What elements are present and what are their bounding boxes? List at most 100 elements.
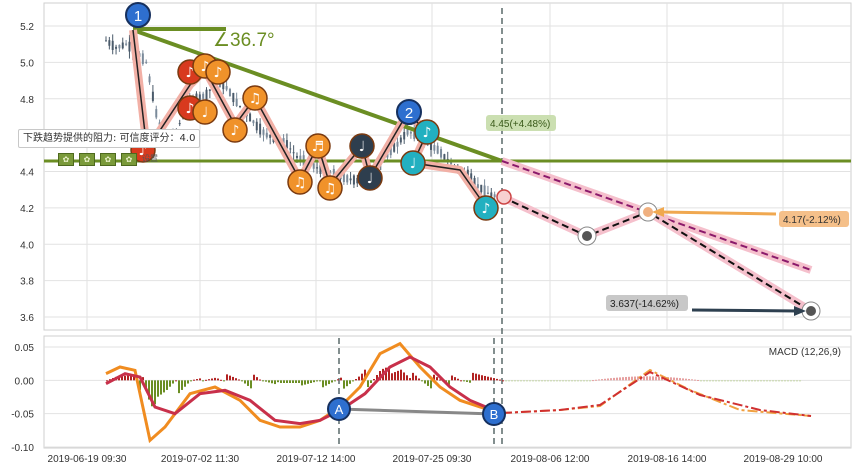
note-marker[interactable] bbox=[317, 175, 343, 201]
candle-body bbox=[265, 132, 268, 138]
macd-histogram-bar bbox=[481, 375, 483, 381]
candle-body bbox=[228, 89, 231, 97]
signal-tool-icon[interactable]: ✿ bbox=[121, 153, 137, 166]
main-y-tick-label: 3.8 bbox=[20, 277, 34, 288]
macd-histogram-bar bbox=[331, 380, 333, 383]
note-marker[interactable] bbox=[414, 119, 440, 145]
note-marker[interactable] bbox=[242, 85, 268, 111]
macd-histogram-bar bbox=[775, 380, 777, 382]
candle-body bbox=[433, 145, 436, 151]
candle-body bbox=[299, 155, 302, 162]
macd-histogram-bar bbox=[730, 380, 732, 382]
candle-body bbox=[208, 89, 211, 91]
macd-histogram-bar bbox=[292, 380, 294, 383]
macd-histogram-bar bbox=[688, 378, 690, 381]
projection-label-2-box bbox=[779, 211, 849, 227]
macd-histogram-bar bbox=[628, 376, 630, 381]
projection-start-node bbox=[496, 189, 512, 205]
candle-body bbox=[329, 172, 332, 174]
trend-tool-icon[interactable]: ✿ bbox=[79, 153, 95, 166]
candle-body bbox=[450, 161, 453, 165]
macd-histogram-bar bbox=[616, 377, 618, 381]
macd-histogram-bar bbox=[361, 373, 363, 381]
macd-histogram-bar bbox=[133, 374, 135, 381]
macd-histogram-bar bbox=[307, 380, 309, 384]
macd-histogram-bar bbox=[229, 375, 231, 381]
candle-body bbox=[413, 128, 416, 139]
macd-histogram-bar bbox=[718, 380, 720, 382]
tool-icon-bar: ✿ ✿ ✿ ✿ 设置 bbox=[58, 153, 158, 166]
candle-body bbox=[205, 89, 208, 101]
marker-2[interactable] bbox=[396, 99, 422, 125]
x-ticks: 2019-06-19 09:30 2019-07-02 11:30 2019-07-… bbox=[48, 454, 823, 465]
projection-node-2-core bbox=[643, 207, 653, 217]
note-marker-glyph: ♪ bbox=[186, 101, 195, 117]
macd-histogram-bar bbox=[154, 380, 156, 405]
candle-body bbox=[352, 175, 355, 185]
macd-histogram-bar bbox=[796, 380, 798, 382]
note-marker[interactable] bbox=[305, 133, 331, 159]
main-y-ticks: 3.63.84.04.24.44.64.85.05.2 bbox=[20, 22, 34, 324]
marker-1[interactable] bbox=[125, 2, 151, 28]
macd-marker-b[interactable] bbox=[482, 402, 506, 426]
note-marker[interactable] bbox=[400, 150, 426, 176]
macd-histogram-bar bbox=[355, 379, 357, 381]
macd-histogram-bar bbox=[637, 376, 639, 381]
macd-histogram-bar bbox=[397, 370, 399, 381]
macd-histogram-bar bbox=[391, 373, 393, 381]
candle-body bbox=[332, 168, 335, 179]
macd-histogram-bar bbox=[166, 380, 168, 390]
note-marker-glyph: ♩ bbox=[367, 171, 374, 187]
macd-histogram-bar bbox=[151, 380, 153, 407]
note-marker[interactable] bbox=[349, 133, 375, 159]
pattern-note-markers: ♪ ♪ ♪♪ ♩♪♫♪♫♬♫♩♩♩♪♪ bbox=[130, 53, 499, 221]
macd-histogram-bar bbox=[256, 377, 258, 381]
macd-marker-a-label: A bbox=[335, 402, 344, 417]
note-marker-glyph: ♪ bbox=[214, 65, 223, 81]
note-marker-glyph: ♫ bbox=[249, 91, 262, 107]
macd-histogram-bar bbox=[550, 380, 552, 382]
note-marker-glyph: ♫ bbox=[294, 175, 307, 191]
main-y-tick-label: 3.6 bbox=[20, 313, 34, 324]
macd-histogram-bar bbox=[277, 380, 279, 383]
candle-body bbox=[486, 192, 489, 195]
macd-histogram-bar bbox=[493, 378, 495, 381]
note-marker[interactable] bbox=[205, 59, 231, 85]
note-marker[interactable] bbox=[473, 195, 499, 221]
macd-histogram-bar bbox=[736, 380, 738, 382]
note-marker[interactable] bbox=[222, 117, 248, 143]
macd-histogram-bar bbox=[676, 377, 678, 381]
macd-histogram-bar bbox=[310, 380, 312, 383]
macd-histogram-bar bbox=[289, 380, 291, 383]
macd-histogram-bar bbox=[742, 380, 744, 382]
candle-body bbox=[115, 46, 118, 49]
candle-body bbox=[409, 131, 412, 134]
macd-histogram-bar bbox=[319, 380, 321, 382]
note-marker[interactable] bbox=[287, 169, 313, 195]
candle-body bbox=[473, 177, 476, 187]
main-y-tick-label: 4.4 bbox=[20, 168, 34, 179]
candle-body bbox=[483, 185, 486, 197]
macd-histogram-bar bbox=[367, 380, 369, 387]
macd-histogram-bar bbox=[715, 380, 717, 382]
macd-histogram-bar bbox=[457, 378, 459, 381]
pattern-tool-icon[interactable]: ✿ bbox=[58, 153, 74, 166]
settings-link[interactable]: 设置 bbox=[142, 154, 158, 163]
macd-histogram-bar bbox=[655, 376, 657, 381]
macd-histogram-bar bbox=[766, 380, 768, 382]
note-marker-glyph: ♪ bbox=[201, 59, 210, 75]
arrow-head-2 bbox=[652, 207, 664, 217]
macd-marker-a[interactable] bbox=[327, 397, 351, 421]
note-marker[interactable] bbox=[357, 165, 383, 191]
macd-ab-connector bbox=[338, 407, 495, 416]
note-marker[interactable] bbox=[192, 99, 218, 125]
macd-histogram-bar bbox=[358, 376, 360, 381]
macd-histogram-bar bbox=[436, 377, 438, 381]
candle-body bbox=[108, 40, 111, 46]
macd-histogram-bar bbox=[433, 374, 435, 381]
macd-histogram-bar bbox=[415, 375, 417, 381]
macd-histogram-bar bbox=[454, 377, 456, 381]
level-tool-icon[interactable]: ✿ bbox=[100, 153, 116, 166]
candle-body bbox=[239, 105, 242, 107]
